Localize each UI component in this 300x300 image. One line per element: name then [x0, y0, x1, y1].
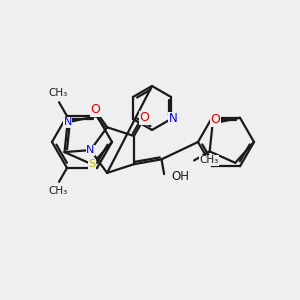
- Text: CH₃: CH₃: [199, 155, 218, 165]
- Text: N: N: [64, 117, 72, 127]
- Text: O: O: [140, 112, 149, 124]
- Text: O: O: [211, 113, 220, 126]
- Text: OH: OH: [171, 169, 189, 183]
- Text: O: O: [91, 103, 100, 116]
- Text: CH₃: CH₃: [48, 186, 68, 196]
- Text: N: N: [169, 112, 177, 125]
- Text: N: N: [86, 145, 95, 155]
- Text: CH₃: CH₃: [48, 88, 68, 98]
- Text: S: S: [88, 159, 95, 169]
